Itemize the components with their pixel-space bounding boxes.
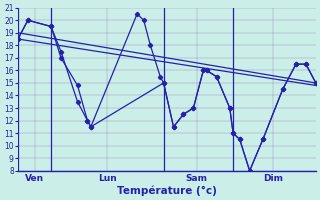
X-axis label: Température (°c): Température (°c) — [117, 185, 217, 196]
